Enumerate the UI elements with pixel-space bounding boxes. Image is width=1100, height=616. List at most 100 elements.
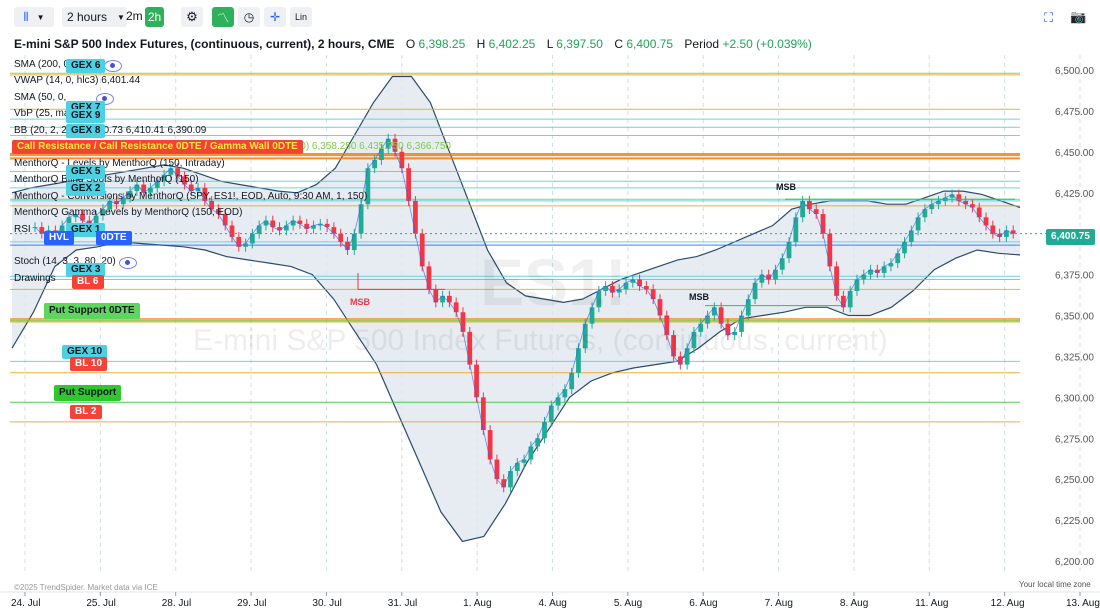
date-tick-label: 31. Jul <box>388 598 417 609</box>
indicator-menthorq-conversions[interactable]: MenthorQ - Conversions by MenthorQ (SPY,… <box>14 191 368 202</box>
candle-body <box>229 225 235 237</box>
quick-interval-2m[interactable]: 2m <box>126 9 143 23</box>
indicator-sma50[interactable]: SMA (50, 0, <box>14 92 67 103</box>
tag-bl10: BL 10 <box>70 357 108 371</box>
interval-select[interactable]: 2 hours ▼ <box>62 7 127 27</box>
date-tick-label: 4. Aug <box>539 598 567 609</box>
candle-body <box>834 266 839 296</box>
chevron-down-icon: ▼ <box>117 12 125 22</box>
indicator-stoch[interactable]: Stoch (14, 3, 3, 80, 20) <box>14 256 116 267</box>
candle-body <box>841 295 846 308</box>
candle-body <box>868 269 873 275</box>
candle-body <box>807 200 812 210</box>
indicator-sma200[interactable]: SMA (200, 0, <box>14 59 72 70</box>
visibility-eye-icon[interactable] <box>119 257 137 269</box>
candle-body <box>603 286 608 291</box>
candle-body <box>820 214 826 234</box>
candle-body <box>345 241 350 251</box>
candle-body <box>922 209 928 218</box>
candle-body <box>283 225 289 231</box>
tag-put-support: Put Support <box>54 385 122 401</box>
symbol-title: E-mini S&P 500 Index Futures, (continuou… <box>14 37 395 51</box>
tag-gex9: GEX 9 <box>66 109 106 123</box>
candle-body <box>406 168 411 201</box>
price-tick-label: 6,300.00 <box>1055 393 1094 404</box>
candle-body <box>908 230 914 242</box>
chart-type-button[interactable]: ⫴ ▼ <box>14 7 54 27</box>
candle-body <box>514 462 520 471</box>
tag-gex5: GEX 5 <box>66 165 106 179</box>
indicator-rsi[interactable]: RSI <box>14 224 31 235</box>
candle-body <box>236 236 242 247</box>
candle-body <box>610 286 615 293</box>
line-scale-button[interactable]: Lin <box>290 7 312 27</box>
date-tick-label: 8. Aug <box>840 598 868 609</box>
candle-body <box>915 217 921 231</box>
quick-interval-2h[interactable]: 2h <box>145 7 164 27</box>
candle-body <box>413 200 418 234</box>
crosshair-icon: ✛ <box>269 10 281 24</box>
candle-body <box>956 194 962 201</box>
low-label: L <box>546 37 553 51</box>
camera-icon[interactable]: 📷 <box>1070 9 1087 24</box>
candle-body <box>562 389 568 398</box>
date-tick-label: 12. Aug <box>991 598 1025 609</box>
ichimoku-values: (3, 20, 100) 6,358.250 6,435.750 6,366.7… <box>258 141 451 152</box>
low-value: 6,397.50 <box>556 37 603 51</box>
candle-body <box>902 241 907 254</box>
price-tick-label: 6,225.00 <box>1055 516 1094 527</box>
visibility-eye-icon[interactable] <box>104 60 122 72</box>
clock-icon: ◷ <box>243 10 255 24</box>
settings-button[interactable]: ⚙ <box>181 7 203 27</box>
candle-body <box>759 274 765 283</box>
candle-body <box>467 331 473 365</box>
tag-gex2: GEX 2 <box>66 182 106 196</box>
candle-body <box>32 227 38 229</box>
price-tick-label: 6,350.00 <box>1055 312 1094 323</box>
candle-body <box>338 233 344 242</box>
candle-body <box>644 286 649 290</box>
candle-body <box>290 220 296 226</box>
candle-body <box>304 223 310 229</box>
candle-body <box>929 204 935 210</box>
auto-trendline-button[interactable]: 〽 <box>212 7 234 27</box>
candle-body <box>460 312 466 332</box>
candle-body <box>243 243 248 247</box>
date-tick-label: 6. Aug <box>689 598 717 609</box>
indicator-menthorq-blindspots[interactable]: MenthorQ Blind Spots by MenthorQ (150) <box>14 174 199 185</box>
clock-button[interactable]: ◷ <box>238 7 260 27</box>
indicator-bb[interactable]: BB (20, 2, 2, e) 6,430.73 6,410.41 6,390… <box>14 125 207 136</box>
candle-body <box>786 241 792 259</box>
tag-gex1: GEX 1 <box>66 223 106 237</box>
candle-body <box>936 200 941 205</box>
indicator-menthorq-gamma[interactable]: MenthorQ Gamma Levels by MenthorQ (150, … <box>14 207 243 218</box>
drawings-label[interactable]: Drawings <box>14 273 56 284</box>
bollinger-upper <box>11 75 1021 304</box>
candle-body <box>256 225 262 234</box>
crosshair-button[interactable]: ✛ <box>264 7 286 27</box>
candle-body <box>555 397 561 406</box>
candles-icon: ⫴ <box>23 9 29 24</box>
candle-body <box>725 323 731 336</box>
candle-body <box>474 364 479 398</box>
fullscreen-icon[interactable]: ⛶ <box>1044 10 1054 25</box>
candle-body <box>277 227 282 231</box>
tag-hvl: HVL <box>44 231 74 245</box>
date-tick-label: 24. Jul <box>11 598 40 609</box>
timezone-note[interactable]: Your local time zone <box>1019 580 1091 589</box>
tag-gex3: GEX 3 <box>66 263 106 277</box>
indicator-vwap[interactable]: VWAP (14, 0, hlc3) 6,401.44 <box>14 75 141 86</box>
price-tick-label: 6,200.00 <box>1055 557 1094 568</box>
date-tick-label: 30. Jul <box>312 598 341 609</box>
watermark-symbol: ES1! <box>480 245 627 319</box>
open-label: O <box>405 37 416 51</box>
indicator-vbp[interactable]: VbP (25, man <box>14 108 75 119</box>
candle-body <box>732 331 738 336</box>
candle-body <box>976 207 982 218</box>
msb-label-red: MSB <box>350 297 371 307</box>
candle-body <box>997 233 1002 237</box>
price-tick-label: 6,375.00 <box>1055 271 1094 282</box>
candle-body <box>895 253 901 264</box>
indicator-menthorq-levels[interactable]: MenthorQ - Levels by MenthorQ (150, Intr… <box>14 158 225 169</box>
